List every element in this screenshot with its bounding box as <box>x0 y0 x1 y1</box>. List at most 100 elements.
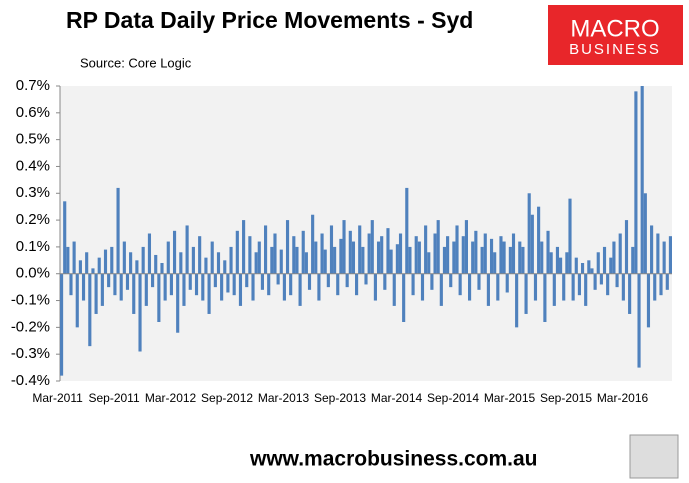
bar <box>414 236 418 274</box>
bar <box>154 254 158 274</box>
bar <box>559 257 563 274</box>
bar <box>138 273 142 352</box>
bar <box>317 273 321 301</box>
bar <box>499 236 503 274</box>
bar <box>471 241 475 274</box>
bar <box>427 252 431 274</box>
bar <box>511 233 516 274</box>
bar <box>562 273 566 301</box>
bar <box>386 228 390 274</box>
bar <box>383 273 387 290</box>
bar <box>587 260 591 274</box>
bar <box>411 273 415 296</box>
bar <box>72 241 76 274</box>
bar <box>198 236 202 274</box>
bar <box>370 220 374 274</box>
bar <box>289 273 293 296</box>
bar <box>656 233 660 274</box>
y-tick-label: -0.2% <box>11 318 50 335</box>
bar <box>298 273 302 306</box>
bar <box>367 233 371 274</box>
bar <box>75 273 79 328</box>
bar <box>201 273 205 301</box>
bar <box>122 241 126 274</box>
bar <box>417 241 421 274</box>
bar <box>524 273 528 314</box>
y-tick-label: 0.7% <box>16 77 50 94</box>
bar <box>185 225 189 274</box>
bar <box>650 225 654 274</box>
bar <box>533 273 538 301</box>
bar <box>615 273 619 288</box>
bar <box>116 187 120 274</box>
bar <box>329 225 334 274</box>
bar <box>662 241 666 274</box>
bar <box>238 273 243 306</box>
bar <box>176 273 180 333</box>
bar <box>100 273 104 306</box>
bar <box>333 246 337 274</box>
bar <box>251 273 255 301</box>
bar <box>326 273 330 288</box>
bar <box>624 220 629 274</box>
bar <box>643 193 647 274</box>
bar <box>273 233 277 274</box>
bar <box>402 273 406 322</box>
bar <box>210 241 214 274</box>
bar <box>668 236 672 274</box>
bar <box>163 273 167 301</box>
bar <box>157 273 161 322</box>
bar <box>609 257 613 274</box>
bar <box>207 273 211 314</box>
bar <box>132 273 136 314</box>
bar <box>552 273 556 306</box>
bar <box>94 273 98 314</box>
y-tick-label: -0.1% <box>11 292 50 309</box>
bar <box>439 273 443 306</box>
y-tick-label: 0.5% <box>16 131 50 148</box>
bar <box>242 220 246 274</box>
bar <box>169 273 173 296</box>
bar <box>555 246 560 274</box>
bar <box>568 198 572 274</box>
bar <box>398 233 403 274</box>
bar <box>110 246 114 274</box>
bar <box>621 273 625 301</box>
bar <box>276 273 280 285</box>
bar <box>395 244 399 274</box>
x-tick-label: Mar-2012 <box>145 391 197 405</box>
bar <box>107 273 111 288</box>
bar <box>179 252 183 274</box>
bar <box>392 273 396 306</box>
bar <box>307 273 312 290</box>
bar <box>125 273 130 290</box>
bar <box>477 273 481 290</box>
bar <box>618 233 622 274</box>
bar <box>295 246 299 274</box>
bar <box>166 241 170 274</box>
bar <box>191 246 195 274</box>
y-tick-label: -0.4% <box>11 372 50 389</box>
bar <box>455 225 459 274</box>
bar <box>452 241 456 274</box>
bar <box>320 233 324 274</box>
bar <box>339 238 343 274</box>
logo-text: MACRO <box>570 15 659 42</box>
bar <box>229 246 233 274</box>
bar <box>527 193 531 274</box>
x-tick-label: Sep-2015 <box>540 391 592 405</box>
plot-area <box>60 86 672 381</box>
y-tick-label: 0.1% <box>16 238 50 255</box>
bar <box>270 246 274 274</box>
bar <box>515 273 519 328</box>
bar <box>628 273 632 314</box>
x-tick-label: Mar-2016 <box>597 391 649 405</box>
bar <box>60 273 64 376</box>
bar <box>69 273 73 296</box>
bar <box>549 252 553 274</box>
bar <box>194 273 199 296</box>
bar <box>593 273 597 290</box>
x-tick-label: Mar-2013 <box>258 391 310 405</box>
bar <box>646 273 651 328</box>
